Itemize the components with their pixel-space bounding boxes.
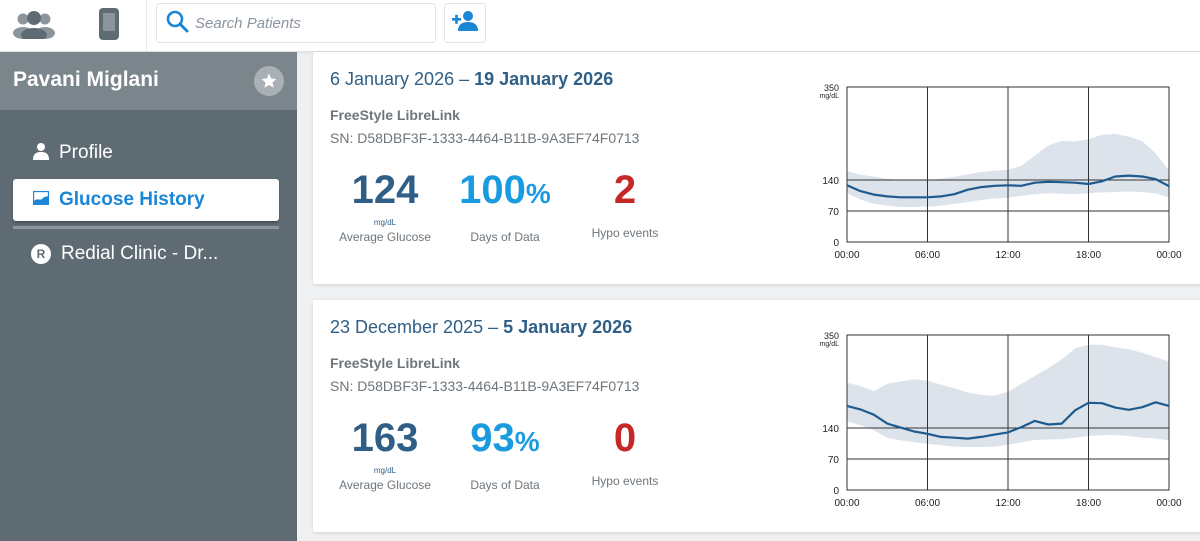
- days-of-data-label: Days of Data: [470, 478, 540, 492]
- average-glucose-stat: 163 mg/dL Average Glucose: [335, 416, 435, 492]
- x-tick-label: 00:00: [834, 498, 859, 509]
- y-tick-label: 0: [833, 486, 839, 497]
- sidebar-item-label: Glucose History: [59, 189, 205, 210]
- sidebar-item-label: Profile: [59, 142, 113, 163]
- y-tick-label: 140: [822, 176, 839, 187]
- star-icon: [261, 73, 277, 88]
- search-box[interactable]: [156, 3, 436, 43]
- device-icon[interactable]: [88, 0, 130, 48]
- glucose-chart-icon: [32, 190, 50, 210]
- x-tick-label: 00:00: [1156, 250, 1181, 261]
- sidebar-item-glucose-history[interactable]: Glucose History: [13, 179, 279, 221]
- sidebar-divider: [13, 226, 279, 229]
- sidebar-item-profile[interactable]: Profile: [13, 132, 279, 174]
- hypo-events-label: Hypo events: [591, 474, 659, 488]
- days-of-data-value: 93%: [470, 416, 540, 460]
- hypo-events-stat: 0 Hypo events: [575, 416, 675, 488]
- glucose-unit: mg/dL: [373, 218, 397, 227]
- y-axis-unit-label: mg/dL: [820, 93, 840, 100]
- days-of-data-stat: 93% Days of Data: [449, 416, 561, 492]
- hypo-events-stat: 2 Hypo events: [575, 168, 675, 240]
- sidebar-item-label: Redial Clinic - Dr...: [61, 243, 219, 264]
- report-card[interactable]: 23 December 2025 – 5 January 2026 FreeSt…: [313, 300, 1200, 532]
- days-of-data-label: Days of Data: [470, 230, 540, 244]
- sidebar-item-clinic[interactable]: R Redial Clinic - Dr...: [13, 233, 279, 275]
- median-line: [846, 174, 1170, 199]
- average-glucose-value: 163: [351, 416, 419, 460]
- y-tick-label: 0: [833, 238, 839, 249]
- y-tick-label: 70: [828, 455, 840, 466]
- search-input[interactable]: [195, 14, 435, 32]
- hypo-events-label: Hypo events: [591, 226, 659, 240]
- add-user-icon: [451, 10, 479, 37]
- device-serial: SN: D58DBF3F-1333-4464-B11B-9A3EF74F0713: [330, 378, 640, 394]
- y-tick-label: 350: [824, 83, 839, 93]
- favorite-button[interactable]: [254, 66, 284, 96]
- report-date-range: 23 December 2025 – 5 January 2026: [330, 317, 633, 337]
- days-of-data-value: 100%: [459, 168, 551, 212]
- median-line: [846, 401, 1170, 440]
- y-tick-label: 140: [822, 424, 839, 435]
- report-date-range: 6 January 2026 – 19 January 2026: [330, 69, 614, 89]
- average-glucose-stat: 124 mg/dL Average Glucose: [335, 168, 435, 244]
- plot-frame: [846, 86, 1170, 243]
- y-tick-label: 350: [824, 331, 839, 341]
- x-tick-label: 06:00: [915, 250, 940, 261]
- hypo-events-value: 2: [613, 168, 637, 212]
- x-tick-label: 00:00: [1156, 498, 1181, 509]
- x-tick-label: 18:00: [1076, 498, 1101, 509]
- search-icon: [165, 9, 189, 38]
- device-name: FreeStyle LibreLink: [330, 107, 460, 123]
- device-serial: SN: D58DBF3F-1333-4464-B11B-9A3EF74F0713: [330, 130, 640, 146]
- toolbar-divider: [146, 0, 147, 50]
- y-axis-unit-label: mg/dL: [820, 341, 840, 348]
- x-tick-label: 12:00: [995, 250, 1020, 261]
- x-tick-label: 00:00: [834, 250, 859, 261]
- patients-users-icon[interactable]: [6, 0, 62, 48]
- clinic-badge-icon: R: [31, 244, 51, 264]
- report-card[interactable]: 6 January 2026 – 19 January 2026 FreeSty…: [313, 52, 1200, 284]
- top-bar: [0, 0, 1200, 52]
- x-tick-label: 06:00: [915, 498, 940, 509]
- x-tick-label: 18:00: [1076, 250, 1101, 261]
- plot-frame: [846, 334, 1170, 491]
- x-tick-label: 12:00: [995, 498, 1020, 509]
- patient-header: Pavani Miglani: [0, 52, 297, 110]
- glucose-unit: mg/dL: [373, 466, 397, 475]
- hypo-events-value: 0: [613, 416, 637, 460]
- days-of-data-stat: 100% Days of Data: [449, 168, 561, 244]
- average-glucose-label: Average Glucose: [339, 230, 431, 244]
- average-glucose-value: 124: [351, 168, 419, 212]
- patient-name: Pavani Miglani: [13, 68, 159, 91]
- average-glucose-label: Average Glucose: [339, 478, 431, 492]
- y-tick-label: 70: [828, 207, 840, 218]
- device-name: FreeStyle LibreLink: [330, 355, 460, 371]
- person-icon: [33, 142, 49, 165]
- sidebar: Pavani Miglani Profile Glucose History R…: [0, 52, 297, 541]
- add-patient-button[interactable]: [444, 3, 486, 43]
